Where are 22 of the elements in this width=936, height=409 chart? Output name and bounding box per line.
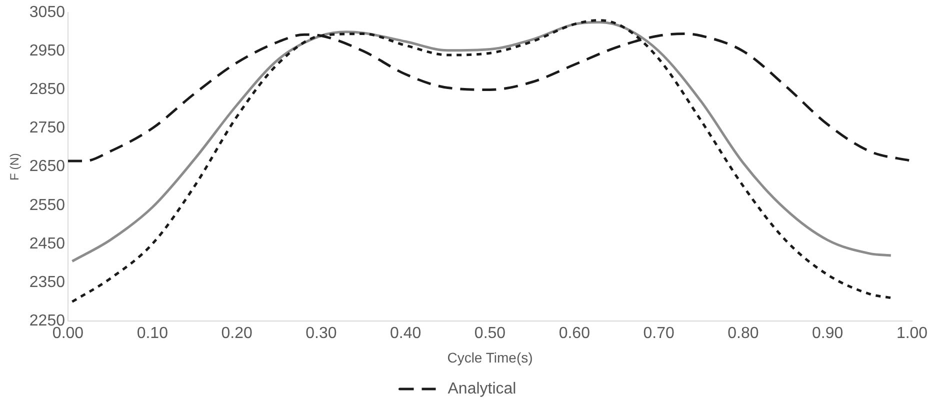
x-tick-label: 0.00 bbox=[52, 325, 84, 342]
x-axis-title: Cycle Time(s) bbox=[447, 349, 533, 366]
x-tick-label: 0.80 bbox=[728, 325, 759, 342]
x-tick-label: 0.50 bbox=[474, 325, 506, 342]
x-tick-label: 0.60 bbox=[558, 325, 590, 342]
legend-label: Analytical bbox=[448, 380, 516, 398]
x-tick-label: 1.00 bbox=[896, 325, 928, 342]
y-tick-label: 2550 bbox=[29, 196, 66, 214]
x-tick-label: 0.70 bbox=[643, 325, 674, 342]
x-tick-label: 0.20 bbox=[221, 325, 252, 342]
x-tick-label: 0.10 bbox=[136, 325, 168, 342]
x-tick-label: 0.40 bbox=[390, 325, 422, 342]
y-tick-label: 2950 bbox=[29, 42, 66, 60]
x-tick-label: 0.30 bbox=[306, 325, 337, 342]
y-tick-label: 2450 bbox=[29, 235, 66, 252]
y-axis-title: F (N) bbox=[8, 153, 22, 180]
y-tick-label: 3050 bbox=[29, 4, 66, 22]
x-tick-label: 0.90 bbox=[812, 325, 844, 342]
y-tick-label: 2350 bbox=[29, 274, 66, 291]
y-tick-label: 2650 bbox=[29, 158, 66, 176]
y-tick-label: 2850 bbox=[29, 81, 66, 98]
y-tick-label: 2750 bbox=[29, 120, 66, 137]
